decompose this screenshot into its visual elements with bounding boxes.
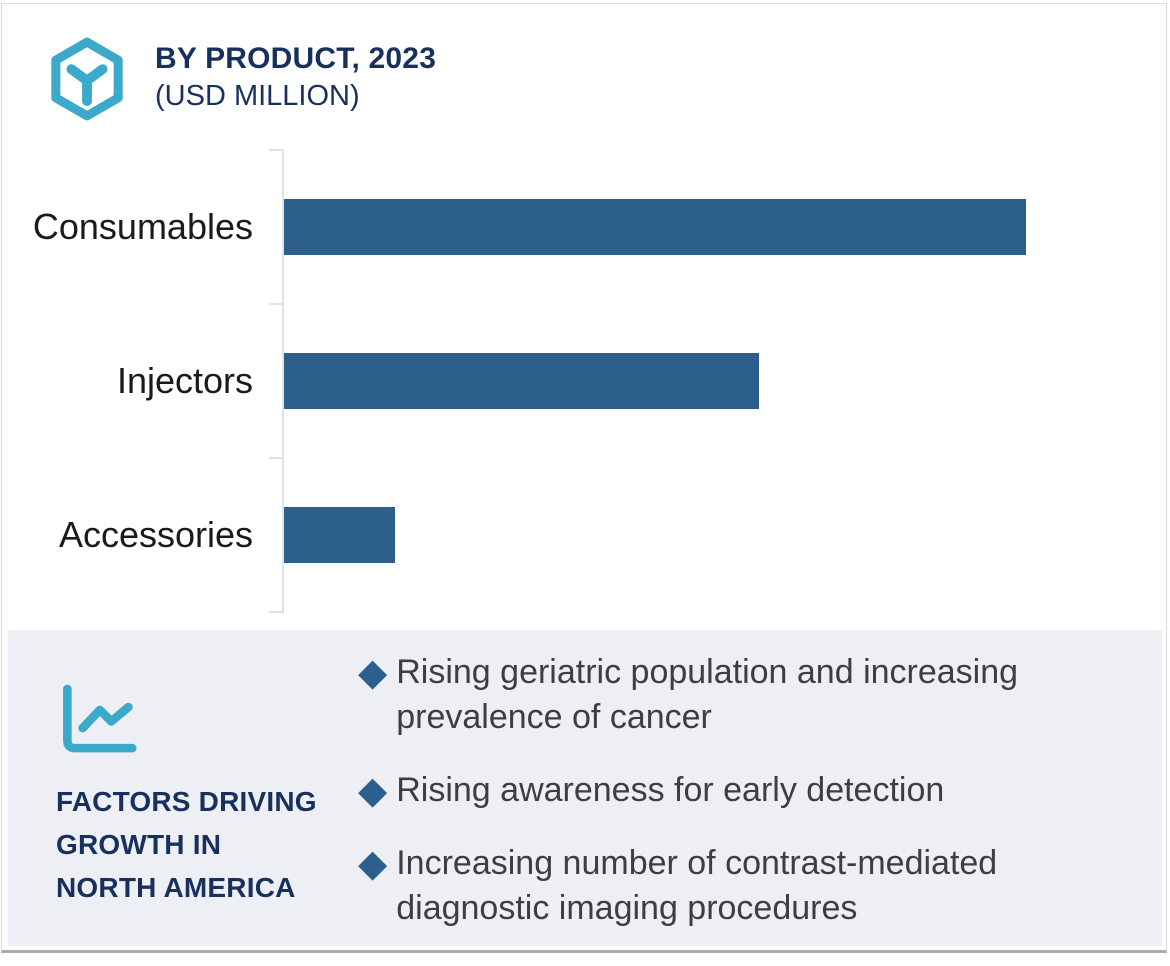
axis-tick	[269, 611, 283, 613]
factor-bullet-text: Rising geriatric population and increasi…	[396, 653, 1019, 736]
chart-title-line1: BY PRODUCT, 2023	[155, 42, 437, 75]
factors-heading-line2: GROWTH IN	[56, 829, 222, 860]
diamond-bullet-icon: ◆	[358, 768, 388, 812]
bar-injectors	[284, 353, 759, 409]
category-label: Accessories	[58, 514, 253, 555]
factor-bullet: ◆ Rising geriatric population and increas…	[358, 650, 1058, 740]
y-axis-line	[282, 150, 284, 613]
bar-consumables	[284, 199, 1026, 255]
factor-bullet: ◆ Increasing number of contrast-mediated …	[358, 841, 1058, 931]
bar-accessories	[284, 507, 395, 563]
chart-title-line2: (USD MILLION)	[155, 80, 360, 112]
category-label: Consumables	[32, 206, 253, 247]
factors-heading-line3: NORTH AMERICA	[56, 872, 296, 903]
factors-heading: FACTORS DRIVING GROWTH IN NORTH AMERICA	[56, 780, 356, 909]
axis-tick	[269, 457, 283, 459]
diamond-bullet-icon: ◆	[358, 650, 388, 694]
factors-bullet-list: ◆ Rising geriatric population and increas…	[358, 650, 1058, 931]
axis-tick	[269, 303, 283, 305]
hexagon-cube-logo-icon	[51, 37, 123, 121]
factors-panel: FACTORS DRIVING GROWTH IN NORTH AMERICA …	[8, 630, 1162, 946]
factor-bullet-text: Increasing number of contrast-mediated d…	[396, 844, 998, 927]
factor-bullet: ◆ Rising awareness for early detection	[358, 768, 1058, 813]
chart-title: BY PRODUCT, 2023 (USD MILLION)	[155, 40, 436, 114]
category-label: Injectors	[116, 360, 253, 401]
factors-heading-line1: FACTORS DRIVING	[56, 786, 317, 817]
factor-bullet-text: Rising awareness for early detection	[396, 771, 945, 809]
bar-chart: Consumables Injectors Accessories	[0, 149, 1170, 614]
diamond-bullet-icon: ◆	[358, 841, 388, 885]
trend-line-chart-icon	[63, 684, 137, 753]
axis-tick	[269, 149, 283, 151]
